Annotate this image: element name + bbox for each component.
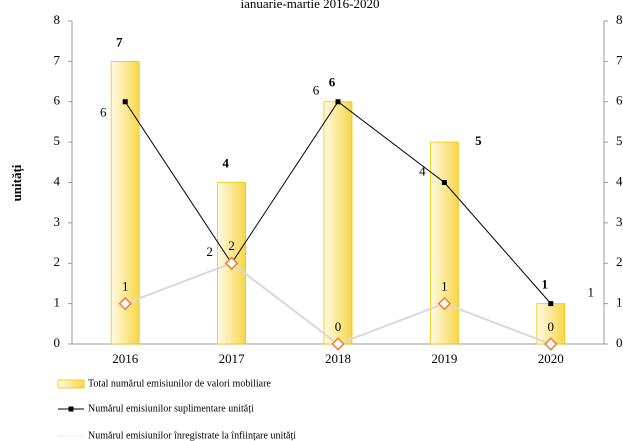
legend-marker (68, 406, 74, 412)
y-tick-label: 1 (54, 295, 61, 310)
legend-label: Numărul emisiunilor suplimentare unități (88, 403, 254, 414)
y-tick-label: 2 (54, 254, 61, 269)
legend-label: Total numărul emisiunilor de valori mobi… (88, 378, 271, 389)
bar-label: 4 (222, 155, 229, 170)
marker (437, 296, 452, 311)
marker (122, 99, 128, 105)
point-label: 0 (335, 319, 342, 334)
y-tick-label: 0 (54, 335, 61, 350)
x-tick-label: 2019 (431, 351, 457, 366)
y2-tick-label: 4 (616, 173, 623, 188)
marker (331, 337, 345, 351)
point-label: 2 (228, 238, 235, 253)
legend-swatch (57, 379, 85, 389)
bar-label: 7 (116, 34, 123, 49)
y-axis-label: unități (9, 164, 25, 201)
bar (429, 141, 459, 345)
y-tick-label: 6 (54, 93, 61, 108)
point-label: 6 (100, 105, 107, 120)
x-tick-label: 2016 (112, 351, 139, 366)
bar (110, 60, 140, 345)
y2-tick-label: 8 (616, 12, 623, 27)
point-label: 1 (441, 279, 448, 294)
y2-tick-label: 2 (616, 254, 623, 269)
marker (441, 180, 447, 185)
y-tick-label: 7 (54, 52, 61, 67)
point-label: 1 (122, 279, 129, 294)
bar-label: 5 (475, 133, 482, 148)
marker (548, 301, 554, 307)
y2-tick-label: 5 (616, 133, 623, 148)
y-tick-label: 3 (54, 214, 61, 229)
y-tick-label: 4 (54, 173, 61, 188)
y2-tick-label: 3 (616, 214, 623, 229)
point-label: 4 (419, 163, 426, 178)
x-tick-label: 2020 (538, 351, 564, 366)
marker (118, 296, 132, 311)
point-label: 6 (313, 83, 320, 98)
y2-tick-label: 0 (616, 335, 623, 350)
legend-label: Numărul emisiunilor înregistrate la înfi… (88, 430, 296, 441)
bar (323, 101, 353, 345)
point-label: 1 (588, 285, 595, 300)
point-label: 0 (548, 319, 555, 334)
bar-label: 1 (542, 277, 549, 292)
x-tick-label: 2017 (219, 351, 246, 366)
bar-label: 6 (329, 75, 336, 90)
y-tick-label: 5 (54, 133, 61, 148)
marker (224, 256, 239, 270)
marker (544, 337, 558, 351)
point-label: 2 (206, 244, 213, 259)
y2-tick-label: 6 (616, 93, 623, 108)
x-tick-label: 2018 (325, 351, 351, 366)
y-tick-label: 8 (54, 12, 61, 27)
marker (335, 99, 341, 105)
chart-title: ianuarie-martie 2016-2020 (241, 0, 380, 11)
y2-tick-label: 1 (616, 295, 623, 310)
y2-tick-label: 7 (616, 52, 623, 67)
